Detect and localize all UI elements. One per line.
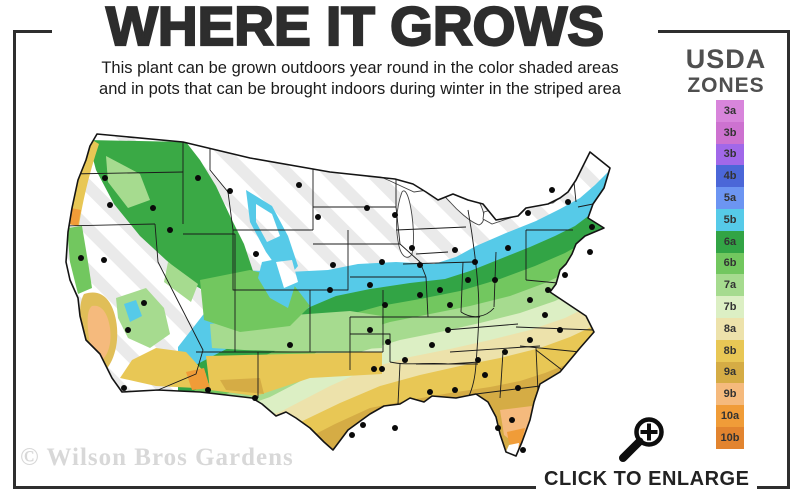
city-dot <box>492 277 498 283</box>
city-dot <box>252 395 258 401</box>
city-dot <box>557 327 563 333</box>
city-dot <box>141 300 147 306</box>
city-dot <box>402 357 408 363</box>
city-dot <box>472 259 478 265</box>
city-dot <box>409 245 415 251</box>
city-dot <box>315 214 321 220</box>
zone-swatch-6b: 6b <box>716 252 744 275</box>
city-dot <box>327 287 333 293</box>
usda-heading-line-1: USDA <box>685 44 767 74</box>
city-dot <box>515 385 521 391</box>
zone-swatch-3b: 3b <box>716 143 744 166</box>
city-dot <box>445 327 451 333</box>
usa-outline <box>65 133 611 457</box>
zone-swatch-4b: 4b <box>716 165 744 188</box>
city-dot <box>447 302 453 308</box>
city-dot <box>379 366 385 372</box>
city-dot <box>167 227 173 233</box>
city-dot <box>227 188 233 194</box>
city-dot <box>364 205 370 211</box>
city-dot <box>429 342 435 348</box>
city-dot <box>509 417 515 423</box>
city-dot <box>475 357 481 363</box>
city-dot <box>527 337 533 343</box>
city-dot <box>417 292 423 298</box>
usda-zones-heading: USDA ZONES <box>678 44 774 97</box>
city-dot <box>482 372 488 378</box>
zone-swatch-8a: 8a <box>716 317 744 340</box>
watermark: © Wilson Bros Gardens <box>20 444 294 471</box>
city-dot <box>349 432 355 438</box>
city-dot <box>525 210 531 216</box>
page-title: WHERE IT GROWS <box>52 0 658 57</box>
zone-swatch-5b: 5b <box>716 208 744 231</box>
city-dot <box>385 339 391 345</box>
click-to-enlarge-label[interactable]: CLICK TO ENLARGE <box>536 466 758 492</box>
city-dots <box>78 175 595 453</box>
city-dot <box>392 212 398 218</box>
city-dot <box>367 282 373 288</box>
city-dot <box>437 287 443 293</box>
city-dot <box>545 287 551 293</box>
city-dot <box>452 247 458 253</box>
usda-heading-line-2: ZONES <box>687 74 765 97</box>
city-dot <box>121 385 127 391</box>
city-dot <box>587 249 593 255</box>
city-dot <box>520 447 526 453</box>
zone-swatch-8b: 8b <box>716 339 744 362</box>
city-dot <box>562 272 568 278</box>
city-dot <box>392 425 398 431</box>
zone-swatch-10b: 10b <box>716 426 744 449</box>
zone-swatch-9b: 9b <box>716 383 744 406</box>
city-dot <box>382 302 388 308</box>
usda-zone-legend: 3a 3b 3b 4b 5a 5b 6a 6b 7a 7b 8a 8b 9a 9b 10a 10b <box>716 100 744 449</box>
city-dot <box>150 205 156 211</box>
city-dot <box>417 262 423 268</box>
city-dot <box>367 327 373 333</box>
zone-swatch-10a: 10a <box>716 405 744 427</box>
city-dot <box>542 312 548 318</box>
zone-swatch-9a: 9a <box>716 361 744 384</box>
city-dot <box>78 255 84 261</box>
zone-swatch-3b: 3b <box>716 121 744 144</box>
city-dot <box>565 199 571 205</box>
city-dot <box>360 422 366 428</box>
zone-swatch-3a: 3a <box>716 100 744 122</box>
city-dot <box>296 182 302 188</box>
city-dot <box>195 175 201 181</box>
zone-swatch-7b: 7b <box>716 296 744 318</box>
city-dot <box>465 277 471 283</box>
subtitle-line-2: and in pots that can be brought indoors … <box>99 80 621 98</box>
state-borders <box>66 142 594 405</box>
city-dot <box>125 327 131 333</box>
city-dot <box>527 297 533 303</box>
subtitle-line-1: This plant can be grown outdoors year ro… <box>101 59 619 77</box>
zone-swatch-5a: 5a <box>716 187 744 209</box>
city-dot <box>107 202 113 208</box>
city-dot <box>330 262 336 268</box>
city-dot <box>205 387 211 393</box>
zone-swatch-6a: 6a <box>716 230 744 253</box>
city-dot <box>253 251 259 257</box>
city-dot <box>505 245 511 251</box>
city-dot <box>427 389 433 395</box>
zoom-in-icon[interactable] <box>616 415 670 465</box>
city-dot <box>589 224 595 230</box>
zone-swatch-7a: 7a <box>716 274 744 297</box>
city-dot <box>287 342 293 348</box>
city-dot <box>101 257 107 263</box>
zone-shading-layers <box>66 134 610 456</box>
city-dot <box>549 187 555 193</box>
city-dot <box>102 175 108 181</box>
city-dot <box>452 387 458 393</box>
city-dot <box>502 349 508 355</box>
city-dot <box>379 259 385 265</box>
city-dot <box>495 425 501 431</box>
subtitle: This plant can be grown outdoors year ro… <box>70 58 650 100</box>
city-dot <box>371 366 377 372</box>
hardiness-zone-map[interactable] <box>48 112 688 472</box>
usa-map-graphic <box>65 133 611 457</box>
